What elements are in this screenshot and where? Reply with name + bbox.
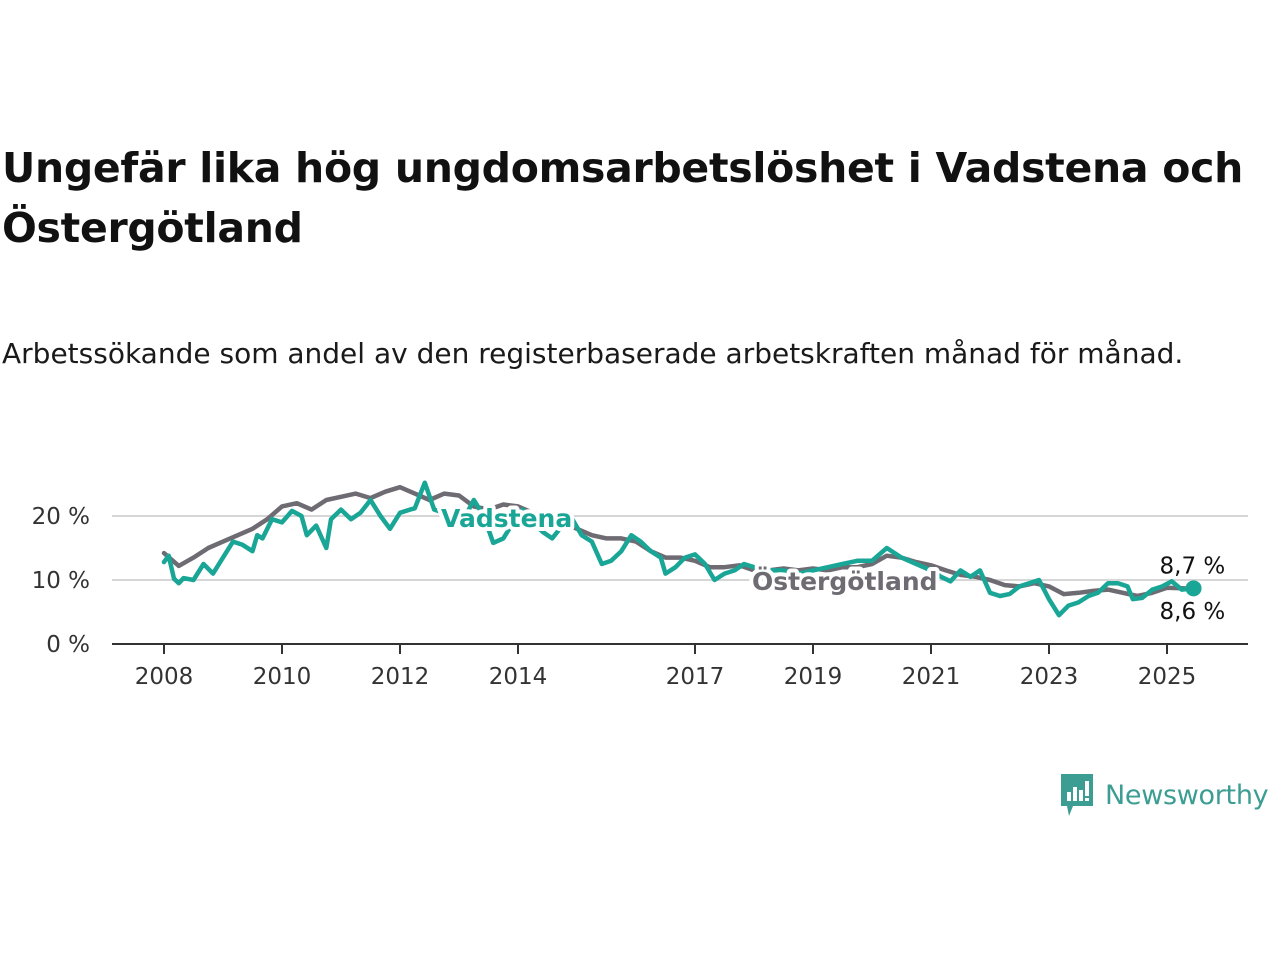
axes: 0 % 10 % 20 % 2008 2010 2012 2014 2017 2019 2021 2…	[32, 504, 1248, 690]
newsworthy-chart-logo-icon	[1061, 774, 1093, 816]
x-tick-label: 2023	[1020, 664, 1079, 690]
series-labels: 8,7 % 8,6 % Vadstena Östergötland	[437, 500, 1228, 628]
series-lines	[161, 480, 1202, 618]
y-tick-label: 10 %	[32, 568, 90, 594]
series-line-vadstena	[161, 480, 1196, 618]
x-tick-label: 2021	[902, 664, 961, 690]
x-tick-label: 2010	[253, 664, 312, 690]
x-tick-label: 2008	[135, 664, 194, 690]
chart-title: Ungefär lika hög ungdomsarbetslöshet i V…	[2, 144, 1243, 252]
x-tick-label: 2014	[489, 664, 548, 690]
x-tick-label: 2017	[666, 664, 725, 690]
series-end-point	[1185, 580, 1202, 597]
end-label-ostergotland: 8,6 %	[1160, 599, 1226, 625]
end-label-vadstena: 8,7 %	[1160, 553, 1226, 579]
x-tick-label: 2025	[1138, 664, 1197, 690]
gridlines	[112, 515, 1248, 581]
newsworthy-brand[interactable]: Newsworthy	[1059, 772, 1269, 818]
chart-subtitle: Arbetssökande som andel av den registerb…	[2, 337, 1184, 370]
x-tick-label: 2012	[371, 664, 430, 690]
y-tick-label: 20 %	[32, 504, 90, 530]
series-label-ostergotland: Östergötland	[752, 566, 938, 596]
y-tick-label: 0 %	[46, 632, 90, 658]
brand-name: Newsworthy	[1105, 779, 1269, 811]
x-tick-label: 2019	[784, 664, 843, 690]
series-label-vadstena: Vadstena	[441, 504, 572, 533]
